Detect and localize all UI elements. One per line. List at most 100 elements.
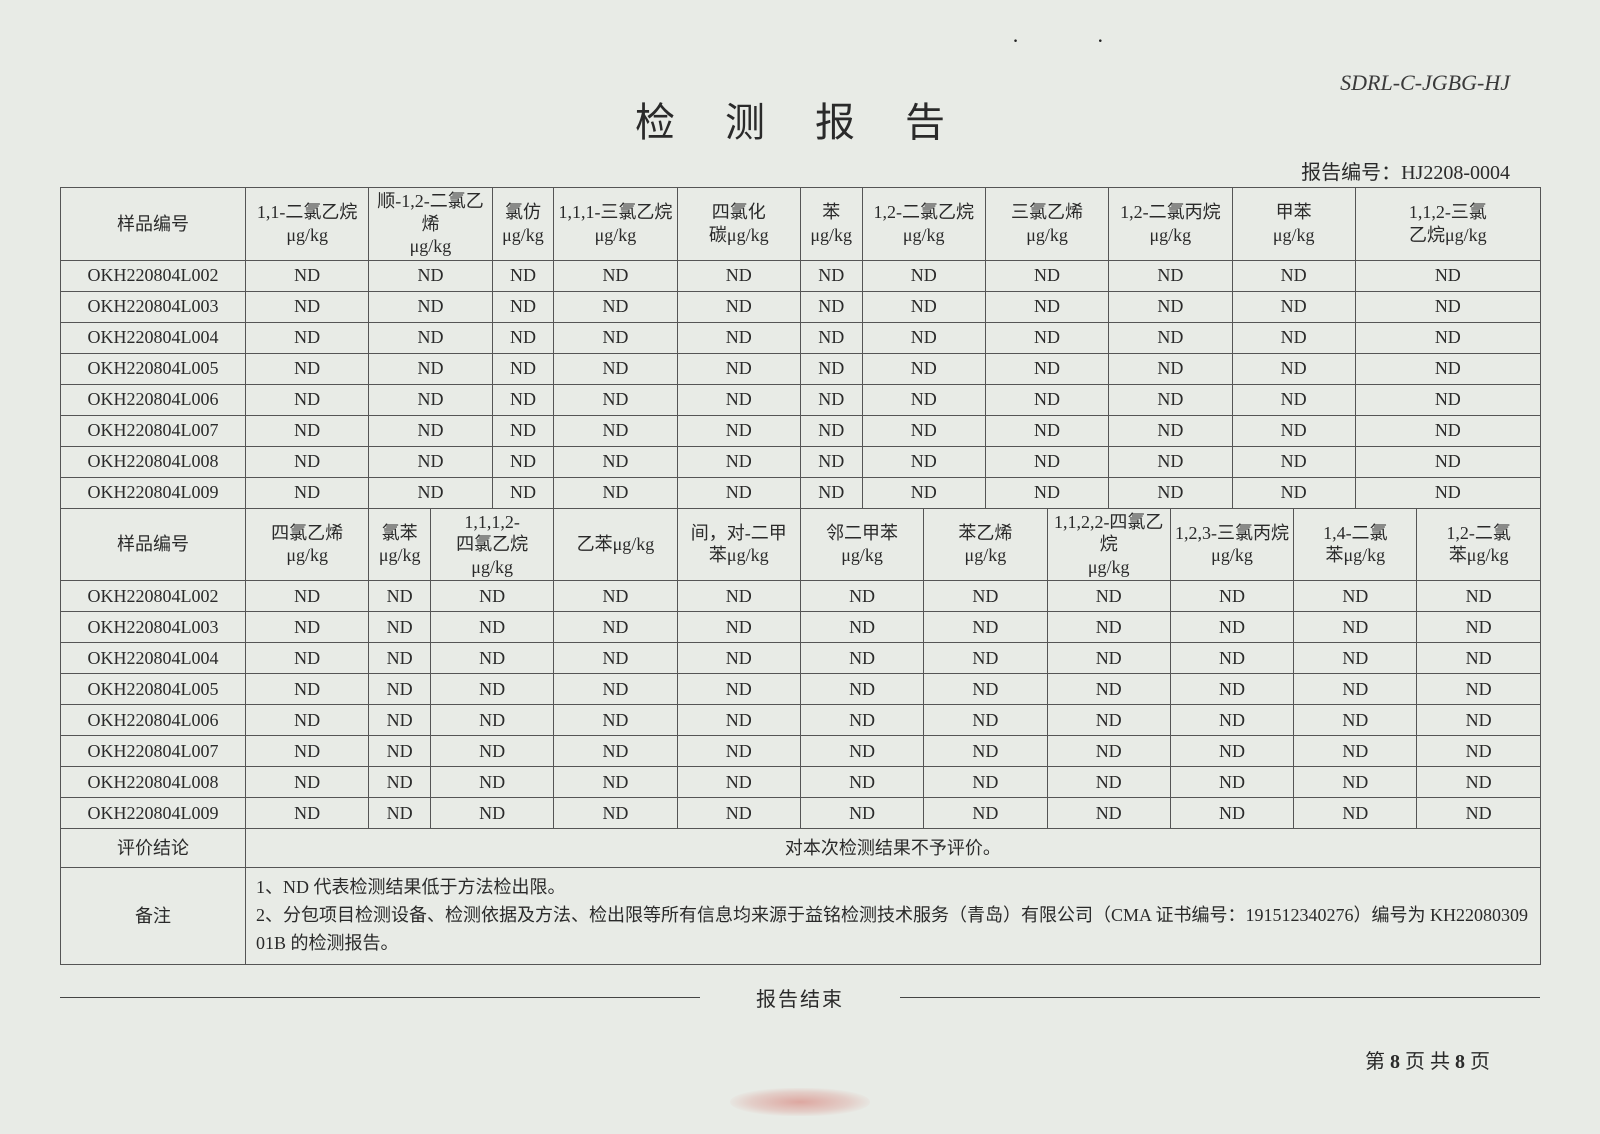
cell-value: ND (1047, 581, 1170, 612)
cell-value: ND (492, 384, 554, 415)
cell-value: ND (677, 291, 800, 322)
cell-value: ND (1170, 643, 1293, 674)
cell-sample-id: OKH220804L002 (61, 581, 246, 612)
cell-value: ND (430, 736, 553, 767)
table-row: OKH220804L004NDNDNDNDNDNDNDNDNDNDND (61, 643, 1541, 674)
cell-value: ND (369, 767, 431, 798)
cell-value: ND (677, 477, 800, 508)
stamp-mark (730, 1088, 870, 1116)
col-header: 间，对-二甲苯μg/kg (677, 508, 800, 581)
table-row: OKH220804L005NDNDNDNDNDNDNDNDNDNDND (61, 353, 1541, 384)
table-row: OKH220804L002NDNDNDNDNDNDNDNDNDNDND (61, 581, 1541, 612)
evaluation-row: 评价结论对本次检测结果不予评价。 (61, 829, 1541, 868)
cell-value: ND (554, 581, 677, 612)
cell-value: ND (862, 477, 985, 508)
cell-value: ND (1232, 291, 1355, 322)
cell-value: ND (492, 322, 554, 353)
cell-value: ND (1232, 260, 1355, 291)
cell-value: ND (924, 736, 1047, 767)
cell-value: ND (246, 384, 369, 415)
col-header: 四氯化碳μg/kg (677, 188, 800, 261)
cell-value: ND (1294, 581, 1417, 612)
evaluation-text: 对本次检测结果不予评价。 (246, 829, 1541, 868)
cell-value: ND (985, 477, 1108, 508)
evaluation-label: 评价结论 (61, 829, 246, 868)
cell-value: ND (1355, 260, 1540, 291)
cell-value: ND (677, 415, 800, 446)
cell-value: ND (985, 446, 1108, 477)
notes-text: 1、ND 代表检测结果低于方法检出限。2、分包项目检测设备、检测依据及方法、检出… (246, 868, 1541, 965)
cell-value: ND (1109, 322, 1232, 353)
cell-sample-id: OKH220804L006 (61, 705, 246, 736)
cell-sample-id: OKH220804L007 (61, 415, 246, 446)
table-row: OKH220804L006NDNDNDNDNDNDNDNDNDNDND (61, 705, 1541, 736)
cell-value: ND (430, 612, 553, 643)
cell-sample-id: OKH220804L009 (61, 798, 246, 829)
cell-value: ND (554, 767, 677, 798)
col-header: 1,1,1,2-四氯乙烷μg/kg (430, 508, 553, 581)
cell-value: ND (985, 415, 1108, 446)
cell-value: ND (985, 384, 1108, 415)
cell-value: ND (862, 260, 985, 291)
cell-value: ND (677, 384, 800, 415)
cell-value: ND (1294, 643, 1417, 674)
cell-value: ND (554, 705, 677, 736)
cell-value: ND (677, 674, 800, 705)
cell-value: ND (246, 446, 369, 477)
cell-value: ND (1170, 767, 1293, 798)
cell-value: ND (924, 643, 1047, 674)
cell-value: ND (554, 291, 677, 322)
cell-value: ND (246, 415, 369, 446)
cell-value: ND (800, 353, 862, 384)
col-sample-id: 样品编号 (61, 508, 246, 581)
cell-value: ND (800, 322, 862, 353)
pager-suffix: 页 (1465, 1051, 1490, 1073)
cell-value: ND (1417, 612, 1540, 643)
cell-value: ND (1355, 446, 1540, 477)
cell-value: ND (1047, 798, 1170, 829)
cell-value: ND (1047, 705, 1170, 736)
cell-value: ND (246, 291, 369, 322)
cell-value: ND (1232, 353, 1355, 384)
cell-value: ND (677, 446, 800, 477)
cell-value: ND (554, 477, 677, 508)
cell-value: ND (369, 643, 431, 674)
col-header: 氯仿μg/kg (492, 188, 554, 261)
cell-value: ND (1109, 291, 1232, 322)
cell-value: ND (1294, 798, 1417, 829)
col-header: 四氯乙烯μg/kg (246, 508, 369, 581)
cell-value: ND (492, 446, 554, 477)
cell-value: ND (554, 384, 677, 415)
table-row: OKH220804L006NDNDNDNDNDNDNDNDNDNDND (61, 384, 1541, 415)
cell-value: ND (677, 612, 800, 643)
cell-value: ND (862, 446, 985, 477)
cell-value: ND (1417, 767, 1540, 798)
page-indicator: 第 8 页 共 8 页 (1365, 1045, 1490, 1074)
cell-value: ND (800, 291, 862, 322)
cell-sample-id: OKH220804L003 (61, 612, 246, 643)
cell-value: ND (1232, 384, 1355, 415)
table-row: OKH220804L007NDNDNDNDNDNDNDNDNDNDND (61, 415, 1541, 446)
cell-value: ND (800, 705, 923, 736)
cell-value: ND (430, 705, 553, 736)
cell-value: ND (1232, 322, 1355, 353)
cell-value: ND (677, 322, 800, 353)
cell-value: ND (1170, 674, 1293, 705)
cell-value: ND (1170, 705, 1293, 736)
cell-value: ND (369, 322, 492, 353)
col-header: 氯苯μg/kg (369, 508, 431, 581)
cell-value: ND (1294, 612, 1417, 643)
cell-value: ND (1294, 705, 1417, 736)
cell-sample-id: OKH220804L006 (61, 384, 246, 415)
cell-value: ND (1355, 322, 1540, 353)
col-header: 1,4-二氯苯μg/kg (1294, 508, 1417, 581)
cell-value: ND (862, 291, 985, 322)
page-title: 检 测 报 告 (60, 90, 1540, 148)
cell-sample-id: OKH220804L004 (61, 643, 246, 674)
cell-value: ND (1232, 446, 1355, 477)
cell-value: ND (1047, 612, 1170, 643)
cell-value: ND (369, 353, 492, 384)
cell-value: ND (1355, 353, 1540, 384)
col-header: 苯μg/kg (800, 188, 862, 261)
cell-value: ND (1417, 798, 1540, 829)
